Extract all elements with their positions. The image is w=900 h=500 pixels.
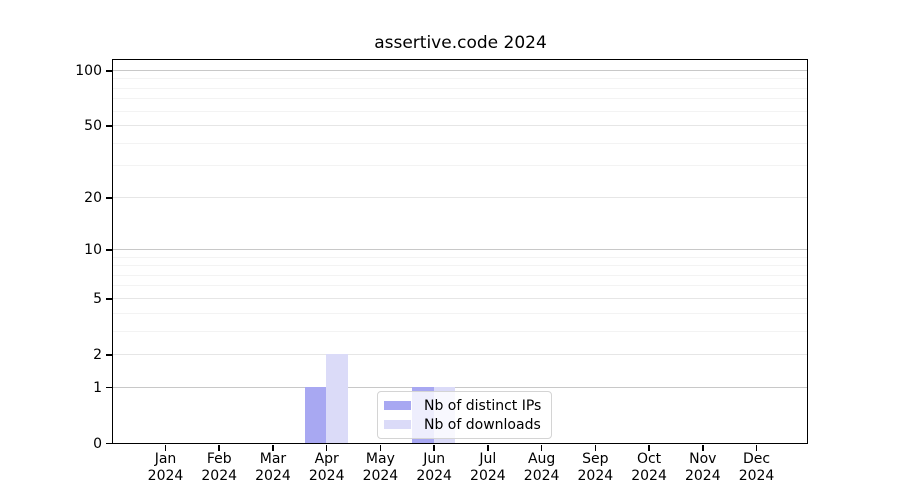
x-axis-tick-oct — [648, 445, 650, 451]
legend-swatch-distinct-ips — [384, 400, 411, 411]
grid-layer — [113, 60, 807, 443]
x-axis-tick-label-oct: Oct 2024 — [631, 451, 667, 484]
gridline-5 — [113, 297, 807, 299]
legend: Nb of distinct IPs Nb of downloads — [377, 391, 553, 439]
y-axis-tick-10 — [105, 249, 113, 251]
bar-distinct-ips-apr — [304, 387, 327, 443]
gridline-6 — [113, 285, 807, 287]
y-axis-tick-label-2: 2 — [93, 346, 102, 363]
x-axis-tick-jan — [164, 445, 167, 451]
gridline-9 — [113, 256, 807, 258]
y-axis-tick-label-100: 100 — [75, 63, 102, 79]
y-axis-tick-label-50: 50 — [84, 118, 102, 135]
y-axis-tick-5 — [105, 298, 113, 300]
gridline-4 — [113, 312, 807, 314]
x-axis-tick-dec — [755, 445, 758, 451]
gridline-3 — [113, 330, 807, 332]
x-axis-tick-apr — [325, 445, 328, 451]
x-axis-tick-may — [379, 445, 382, 451]
legend-swatch-downloads — [384, 419, 411, 430]
y-axis-tick-50 — [105, 125, 113, 127]
y-axis-tick-20 — [105, 197, 113, 199]
bar-layer — [113, 60, 807, 443]
gridline-1 — [113, 386, 807, 388]
gridline-60 — [113, 110, 807, 112]
gridline-90 — [113, 78, 807, 80]
x-axis-tick-label-may: May 2024 — [362, 451, 399, 484]
gridline-20 — [113, 196, 807, 198]
gridline-40 — [113, 142, 807, 144]
legend-item-label: Nb of distinct IPs — [424, 397, 542, 414]
y-axis-tick-0 — [105, 442, 113, 445]
y-axis-tick-label-0: 0 — [93, 435, 102, 452]
bar-downloads-apr — [326, 354, 348, 443]
x-axis-tick-jul — [487, 445, 489, 451]
x-axis-tick-aug — [540, 445, 543, 451]
y-axis-tick-2 — [105, 354, 113, 356]
y-axis-tick-1 — [105, 386, 113, 389]
plot-area — [112, 59, 808, 444]
gridline-50 — [113, 125, 807, 127]
legend-item-downloads: Nb of downloads — [384, 415, 541, 434]
y-axis-tick-100 — [105, 70, 113, 72]
x-axis-tick-label-feb: Feb 2024 — [201, 451, 238, 484]
gridline-7 — [113, 274, 807, 276]
x-axis-tick-label-jun: Jun 2024 — [416, 451, 452, 484]
y-axis-tick-label-10: 10 — [84, 241, 102, 258]
x-axis-tick-label-sep: Sep 2024 — [577, 451, 614, 484]
gridline-2 — [113, 353, 807, 355]
x-axis-tick-label-jan: Jan 2024 — [147, 451, 184, 484]
x-axis-tick-label-dec: Dec 2024 — [738, 451, 775, 484]
x-axis-tick-feb — [218, 445, 220, 451]
x-axis-tick-label-jul: Jul 2024 — [470, 451, 506, 484]
x-axis-tick-jun — [433, 445, 435, 451]
gridline-80 — [113, 87, 807, 89]
gridline-8 — [113, 265, 807, 267]
x-axis-tick-mar — [272, 445, 274, 451]
gridline-70 — [113, 98, 807, 100]
y-axis-tick-label-1: 1 — [93, 379, 102, 396]
x-axis-tick-nov — [702, 445, 704, 451]
y-axis-tick-label-5: 5 — [93, 290, 102, 307]
y-axis-tick-label-20: 20 — [84, 189, 102, 206]
gridline-30 — [113, 165, 807, 167]
x-axis-tick-label-aug: Aug 2024 — [523, 451, 560, 484]
legend-item-distinct-ips: Nb of distinct IPs — [384, 396, 541, 415]
x-axis-tick-sep — [594, 445, 597, 451]
legend-item-label: Nb of downloads — [424, 416, 541, 433]
x-axis-tick-label-nov: Nov 2024 — [684, 451, 721, 484]
gridline-10 — [113, 248, 807, 250]
gridline-100 — [113, 70, 807, 71]
x-axis-tick-label-apr: Apr 2024 — [308, 451, 345, 484]
x-axis-tick-label-mar: Mar 2024 — [255, 451, 291, 484]
chart-title: assertive.code 2024 — [374, 33, 547, 53]
